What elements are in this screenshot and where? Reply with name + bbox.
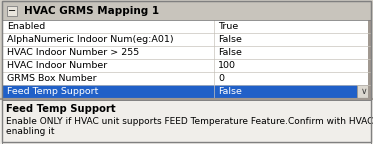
- Text: True: True: [218, 22, 238, 31]
- Bar: [2, 2, 371, 20]
- Text: ∨: ∨: [361, 87, 367, 96]
- Text: AlphaNumeric Indoor Num(eg:A01): AlphaNumeric Indoor Num(eg:A01): [7, 35, 173, 44]
- Bar: [357, 85, 371, 98]
- Text: HVAC GRMS Mapping 1: HVAC GRMS Mapping 1: [24, 6, 159, 16]
- Text: False: False: [218, 87, 242, 96]
- Text: −: −: [8, 6, 16, 16]
- Bar: [2, 33, 371, 46]
- Bar: [368, 20, 371, 98]
- Text: Enabled: Enabled: [7, 22, 45, 31]
- Text: 0: 0: [218, 74, 224, 83]
- Text: HVAC Indoor Number > 255: HVAC Indoor Number > 255: [7, 48, 139, 57]
- Text: Enable ONLY if HVAC unit supports FEED Temperature Feature.Confirm with HVAC tec: Enable ONLY if HVAC unit supports FEED T…: [6, 116, 373, 126]
- Bar: [2, 46, 371, 59]
- Text: Feed Temp Support: Feed Temp Support: [7, 87, 98, 96]
- Bar: [2, 20, 371, 33]
- Bar: [2, 85, 357, 98]
- Text: False: False: [218, 35, 242, 44]
- Bar: [0, 99, 373, 144]
- Text: enabling it: enabling it: [6, 127, 54, 137]
- Bar: [2, 59, 371, 72]
- Bar: [2, 1, 371, 98]
- Text: HVAC Indoor Number: HVAC Indoor Number: [7, 61, 107, 70]
- Bar: [7, 6, 17, 16]
- Text: GRMS Box Number: GRMS Box Number: [7, 74, 97, 83]
- Bar: [2, 72, 371, 85]
- Bar: [2, 100, 371, 144]
- Text: Feed Temp Support: Feed Temp Support: [6, 104, 116, 114]
- Text: 100: 100: [218, 61, 236, 70]
- Text: False: False: [218, 48, 242, 57]
